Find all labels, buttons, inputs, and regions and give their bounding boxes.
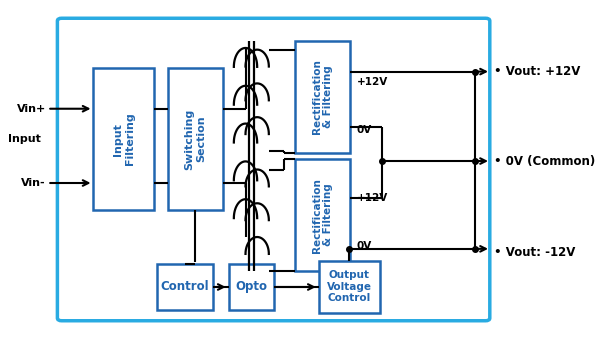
Text: Output
Voltage
Control: Output Voltage Control [326,270,371,303]
Text: Input: Input [8,134,40,144]
Text: Vin+: Vin+ [16,104,46,114]
FancyBboxPatch shape [167,68,223,210]
Text: Switching
Section: Switching Section [185,108,206,170]
Text: Opto: Opto [235,280,267,293]
Text: • Vout: +12V: • Vout: +12V [494,65,580,78]
FancyBboxPatch shape [295,159,350,271]
Text: Rectification
& Filtering: Rectification & Filtering [312,59,334,134]
Text: 0V: 0V [357,125,372,135]
Text: • Vout: -12V: • Vout: -12V [494,246,575,259]
FancyBboxPatch shape [295,41,350,153]
Text: +12V: +12V [357,77,388,87]
FancyBboxPatch shape [94,68,154,210]
Text: Vin-: Vin- [21,178,46,188]
Text: Rectification
& Filtering: Rectification & Filtering [312,178,334,253]
Text: 0V: 0V [357,241,372,252]
Text: +12V: +12V [357,193,388,203]
Text: Control: Control [161,280,209,293]
FancyBboxPatch shape [157,264,212,310]
Text: Input
Filtering: Input Filtering [113,113,134,165]
FancyBboxPatch shape [229,264,274,310]
FancyBboxPatch shape [319,261,380,313]
Text: • 0V (Common): • 0V (Common) [494,155,595,167]
